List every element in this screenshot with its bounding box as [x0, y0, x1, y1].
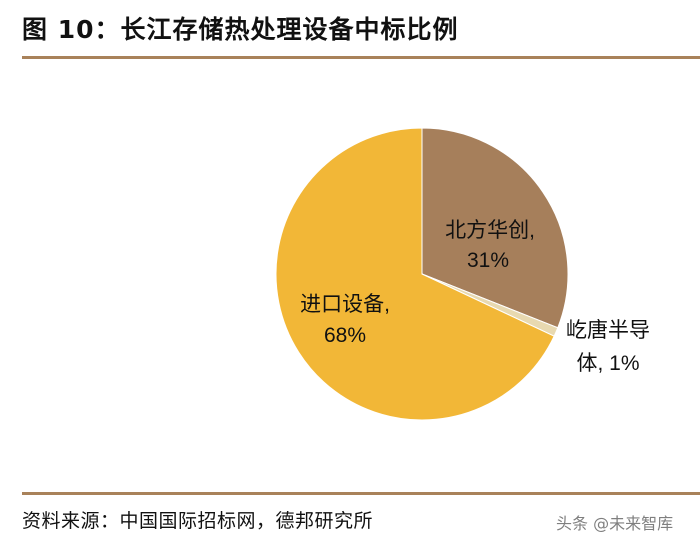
- label-beifang-huachuang-value: 31%: [467, 249, 509, 272]
- label-imported-value: 68%: [324, 324, 366, 347]
- figure-title: 图 10：长江存储热处理设备中标比例: [22, 15, 459, 44]
- label-imported-name: 进口设备,: [300, 293, 390, 316]
- source-note: 资料来源：中国国际招标网，德邦研究所: [22, 510, 374, 532]
- label-yitang-value: 体, 1%: [576, 352, 639, 375]
- label-beifang-huachuang-name: 北方华创,: [445, 219, 535, 242]
- label-yitang-name: 屹唐半导: [566, 319, 650, 342]
- pie-slice-2: [275, 127, 555, 421]
- watermark: 头条 @未来智库: [556, 514, 674, 533]
- top-divider: [22, 56, 700, 59]
- pie-slice-0: [421, 127, 569, 329]
- bottom-divider: [22, 492, 700, 495]
- pie-slices: [275, 127, 569, 421]
